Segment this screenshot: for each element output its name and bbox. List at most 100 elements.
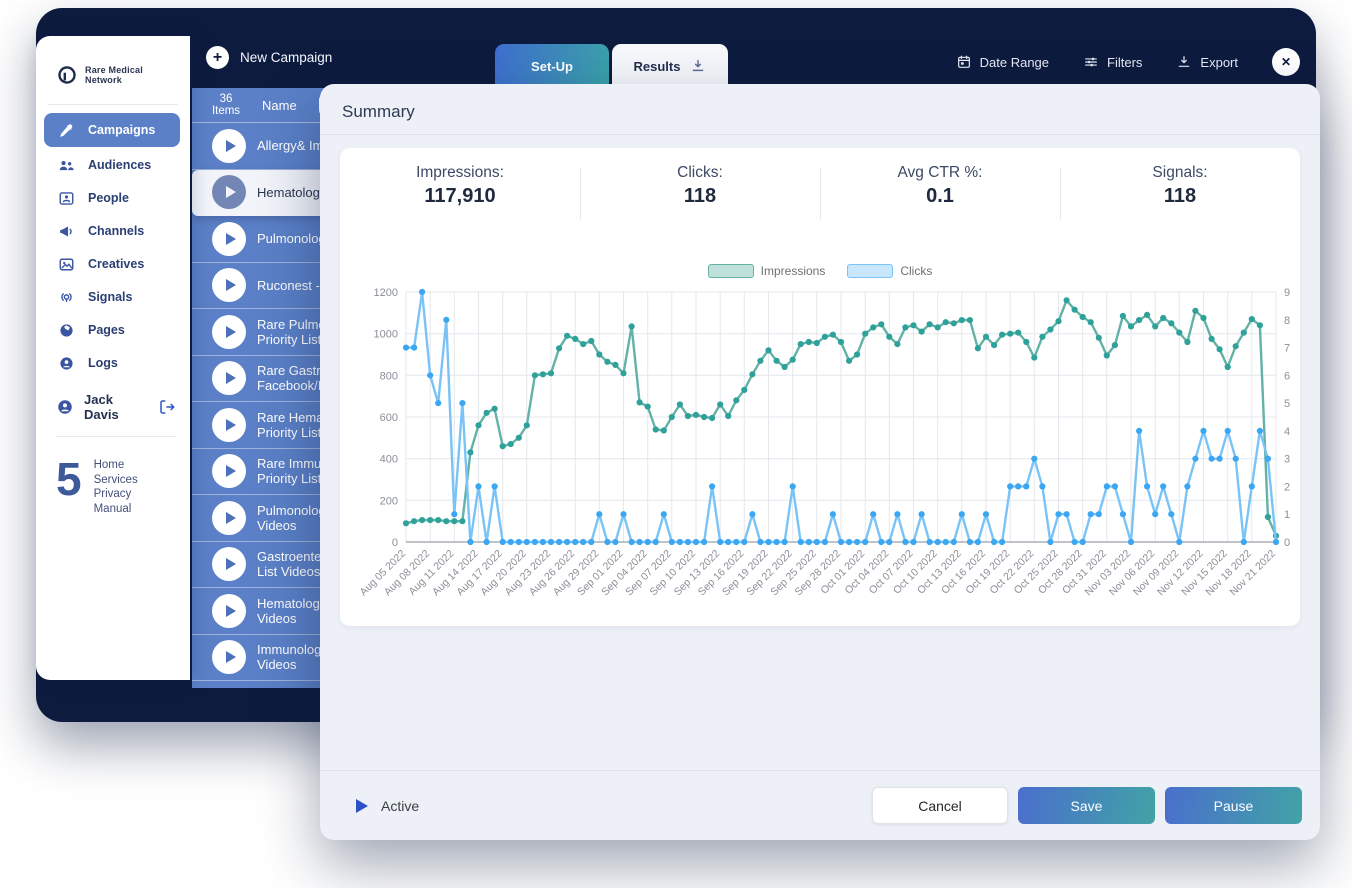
modal-footer: Active Cancel Save Pause [320,770,1320,840]
stat: Impressions: 117,910 [340,164,580,208]
campaign-row-label: Pulmonolog [257,231,326,247]
play-button[interactable] [212,175,246,210]
close-icon[interactable]: ✕ [1272,48,1300,76]
stat: Clicks: 118 [580,164,820,220]
sidebar-nav: Campaigns Audiences People Channels Crea… [36,113,190,378]
sidebar-item-label: Campaigns [88,123,156,137]
sidebar-item-campaigns[interactable]: Campaigns [44,113,180,147]
pause-button[interactable]: Pause [1165,787,1302,824]
stat-label: Clicks: [677,164,723,181]
plus-icon: + [206,46,229,69]
sidebar-item-signals[interactable]: Signals [44,282,180,312]
svg-text:8: 8 [1284,315,1290,327]
legend-swatch [707,264,754,278]
calendar-icon [957,55,970,68]
play-button[interactable] [212,640,246,675]
sidebar-item-audiences[interactable]: Audiences [44,150,180,180]
chart-legend: Impressions Clicks [340,264,1300,278]
topbar-action-label: Filters [1107,54,1143,70]
sidebar-item-label: Channels [88,224,145,238]
save-button[interactable]: Save [1018,787,1155,824]
play-button[interactable] [212,361,246,396]
five-logo: 5 [56,453,82,505]
legend-swatch [847,264,894,278]
user-name: Jack Davis [84,392,119,422]
chart-area: Aug 05 2022 Aug 08 2022 Aug 11 2022 Aug 14 … [340,280,1300,620]
svg-text:7: 7 [1284,343,1290,355]
sidebar-item-label: People [88,191,129,205]
campaign-row-label: Immunology Videos [257,642,328,673]
brand: Rare Medical Network [36,36,190,86]
tab-results[interactable]: Results [612,44,728,88]
audiences-icon [59,160,74,170]
stat-label: Impressions: [416,164,504,181]
filters-button[interactable]: Filters [1083,54,1142,70]
play-button[interactable] [212,454,246,489]
play-button[interactable] [212,407,246,442]
stats-row: Impressions: 117,910 Clicks: 118 Avg CTR… [340,148,1300,224]
play-button[interactable] [212,268,246,303]
svg-text:6: 6 [1284,370,1290,382]
user-avatar-icon [58,400,72,414]
footer-link-services[interactable]: Services [93,473,138,486]
svg-text:5: 5 [1284,398,1290,410]
footer-link-manual[interactable]: Manual [93,502,132,515]
sidebar-item-people[interactable]: People [44,183,180,213]
campaign-row-label: Pulmonolog Videos [257,502,326,533]
svg-text:4: 4 [1284,426,1290,438]
active-status: Active [356,798,419,814]
tab-setup[interactable]: Set-Up [495,44,609,88]
megaphone-icon [60,226,72,236]
svg-text:200: 200 [380,495,398,507]
campaign-row-label: Gastroenter List Videos [257,549,326,580]
sidebar-item-creatives[interactable]: Creatives [44,249,180,279]
svg-text:600: 600 [380,412,398,424]
campaign-row-label: Hematology [257,184,327,200]
play-button[interactable] [212,314,246,349]
stat: Avg CTR %: 0.1 [820,164,1060,220]
new-campaign-button[interactable]: + New Campaign [206,46,332,69]
play-button[interactable] [212,128,246,163]
image-icon [59,258,74,270]
svg-text:0: 0 [1284,537,1290,549]
cancel-button[interactable]: Cancel [872,787,1008,824]
sidebar-item-pages[interactable]: Pages [44,315,180,345]
play-button[interactable] [212,547,246,582]
play-button[interactable] [212,593,246,628]
campaign-row-label: Rare Gastro Facebook/In [257,363,329,394]
sidebar-item-label: Signals [88,290,133,304]
stat-value: 118 [683,185,717,207]
sidebar-item-channels[interactable]: Channels [44,216,180,246]
legend-entry: Clicks [847,264,932,278]
campaign-row-label: Hematology Videos [257,595,327,626]
play-button[interactable] [212,500,246,535]
date-range-button[interactable]: Date Range [956,54,1049,70]
sidebar-item-logs[interactable]: Logs [44,348,180,378]
download-icon[interactable] [690,58,706,74]
tab-setup-label: Set-Up [531,58,573,74]
stat-label: Avg CTR %: [897,164,983,181]
stat-label: Signals: [1152,164,1208,181]
play-button[interactable] [212,221,246,256]
svg-text:800: 800 [380,370,398,382]
svg-text:9: 9 [1284,287,1290,299]
topbar: + New Campaign Set-Up Results Date Range… [190,36,1316,88]
svg-text:1000: 1000 [374,329,398,341]
legend-label: Clicks [900,264,933,278]
play-icon [356,798,368,813]
summary-card: Impressions: 117,910 Clicks: 118 Avg CTR… [340,148,1300,626]
svg-text:400: 400 [380,454,398,466]
legend-label: Impressions [760,264,826,278]
new-campaign-label: New Campaign [240,50,333,65]
logout-icon[interactable] [158,398,176,416]
svg-text:1: 1 [1284,509,1290,521]
footer-link-privacy[interactable]: Privacy [93,488,132,500]
footer-link-home[interactable]: Home [93,459,125,471]
sidebar-item-label: Pages [88,323,125,337]
export-button[interactable]: Export [1176,54,1238,70]
contact-card-icon [59,191,74,205]
topbar-actions: Date Range Filters Export ✕ [956,48,1300,76]
sidebar-divider [48,104,178,105]
